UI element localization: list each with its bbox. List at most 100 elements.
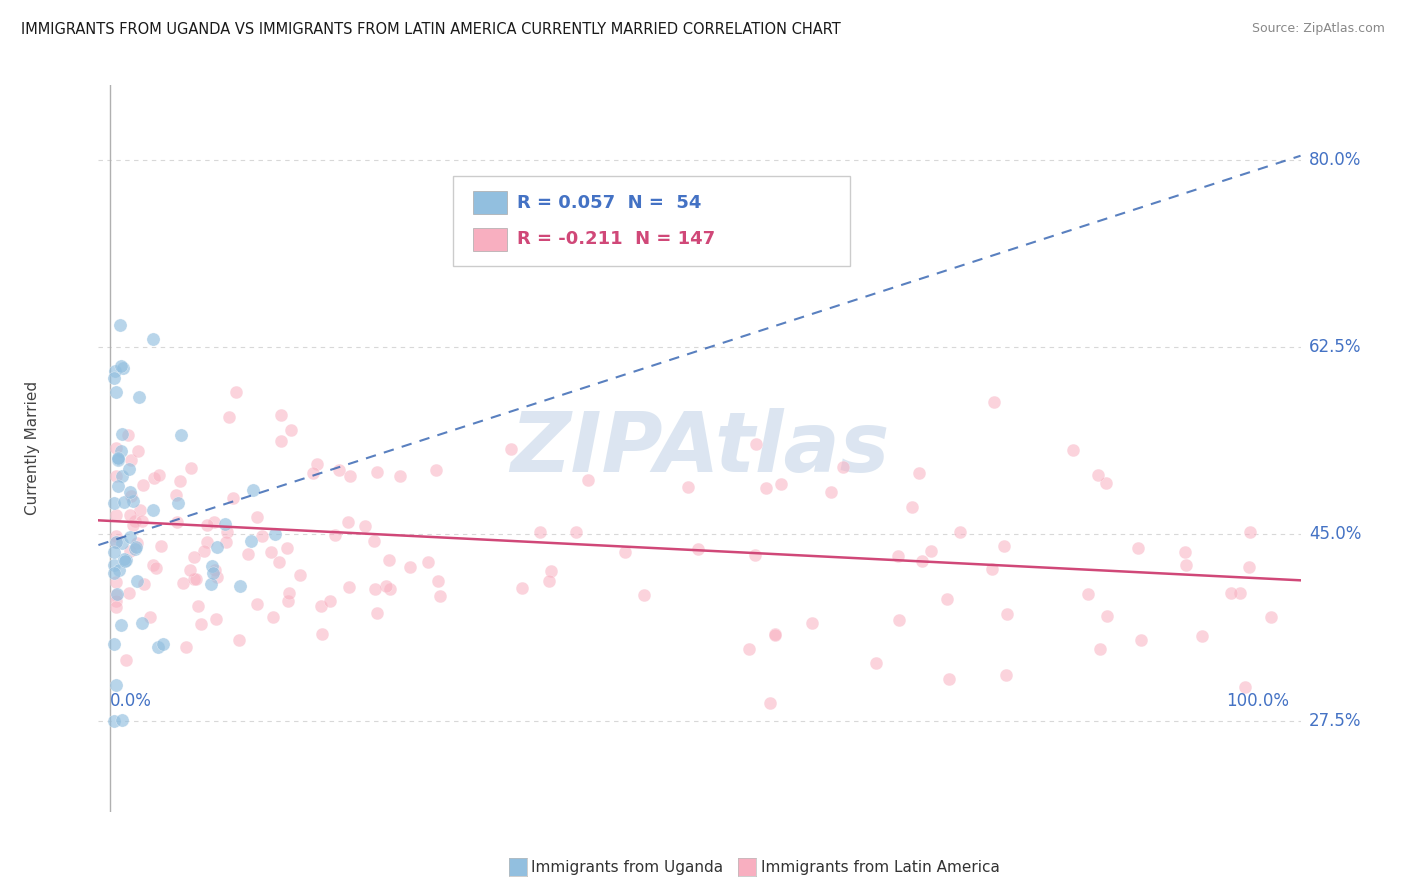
Point	[120, 508, 142, 522]
Point	[737, 641, 759, 656]
Point	[112, 361, 135, 376]
Point	[1128, 541, 1150, 555]
Point	[132, 478, 155, 492]
Point	[204, 563, 226, 577]
Point	[225, 385, 247, 400]
Point	[1234, 680, 1257, 694]
Point	[336, 515, 359, 529]
Point	[277, 594, 299, 608]
Point	[887, 549, 910, 563]
Point	[1130, 633, 1153, 648]
Point	[744, 549, 766, 563]
Point	[309, 599, 332, 613]
Point	[105, 588, 128, 602]
Point	[980, 562, 1002, 576]
Point	[769, 477, 792, 491]
Point	[105, 599, 128, 614]
Point	[290, 568, 312, 582]
Point	[242, 483, 264, 497]
Point	[120, 453, 142, 467]
Text: 45.0%: 45.0%	[1309, 524, 1361, 542]
Point	[105, 529, 128, 543]
Point	[983, 395, 1005, 409]
Point	[250, 529, 273, 543]
Point	[1191, 629, 1213, 643]
Text: 0.0%: 0.0%	[110, 692, 152, 710]
Point	[1239, 525, 1261, 540]
Point	[907, 467, 929, 481]
Point	[614, 545, 637, 559]
Point	[270, 408, 292, 422]
Text: 62.5%: 62.5%	[1309, 338, 1361, 356]
Point	[215, 524, 238, 539]
Point	[1175, 558, 1198, 573]
Point	[118, 462, 141, 476]
Point	[328, 462, 350, 476]
Point	[149, 539, 172, 553]
Point	[103, 371, 125, 385]
Point	[364, 582, 387, 597]
Text: 100.0%: 100.0%	[1226, 692, 1289, 710]
Point	[301, 466, 323, 480]
Point	[245, 509, 267, 524]
Point	[105, 441, 128, 455]
Point	[1095, 608, 1118, 623]
Point	[936, 592, 959, 607]
Point	[125, 574, 148, 589]
Point	[307, 457, 329, 471]
Point	[911, 553, 934, 567]
Point	[246, 597, 269, 611]
Text: IMMIGRANTS FROM UGANDA VS IMMIGRANTS FROM LATIN AMERICA CURRENTLY MARRIED CORREL: IMMIGRANTS FROM UGANDA VS IMMIGRANTS FRO…	[21, 22, 841, 37]
Point	[366, 606, 388, 620]
Point	[110, 318, 132, 333]
Point	[763, 627, 786, 641]
Point	[280, 423, 302, 437]
Point	[187, 599, 209, 613]
Point	[214, 517, 236, 532]
Point	[125, 540, 148, 554]
Point	[374, 579, 396, 593]
Point	[228, 579, 250, 593]
Point	[378, 552, 401, 566]
Text: R = 0.057  N =  54: R = 0.057 N = 54	[517, 194, 702, 211]
Point	[1174, 544, 1197, 558]
Point	[678, 479, 700, 493]
Point	[146, 640, 169, 655]
Point	[270, 434, 292, 448]
Point	[276, 541, 298, 555]
Point	[993, 540, 1015, 554]
Point	[215, 534, 238, 549]
Point	[131, 514, 153, 528]
Point	[110, 359, 132, 374]
Point	[104, 385, 127, 400]
Point	[103, 566, 125, 580]
Point	[142, 333, 165, 347]
Text: 27.5%: 27.5%	[1309, 712, 1361, 730]
Point	[132, 576, 155, 591]
Text: Immigrants from Uganda: Immigrants from Uganda	[531, 860, 724, 874]
Point	[111, 426, 134, 441]
Point	[239, 534, 262, 549]
Point	[165, 488, 187, 502]
Point	[994, 668, 1017, 682]
Point	[278, 586, 301, 600]
Point	[110, 618, 132, 632]
Point	[537, 574, 560, 589]
Point	[105, 469, 128, 483]
Point	[152, 637, 174, 651]
Point	[103, 545, 125, 559]
Point	[111, 468, 134, 483]
Point	[103, 714, 125, 728]
Point	[425, 463, 447, 477]
Point	[222, 491, 245, 506]
Point	[148, 467, 170, 482]
Point	[170, 428, 193, 442]
Point	[112, 495, 135, 509]
Point	[900, 500, 922, 515]
Point	[142, 470, 165, 484]
Point	[105, 574, 128, 589]
Point	[112, 552, 135, 566]
Point	[166, 496, 188, 510]
Point	[179, 563, 201, 577]
Point	[129, 503, 152, 517]
